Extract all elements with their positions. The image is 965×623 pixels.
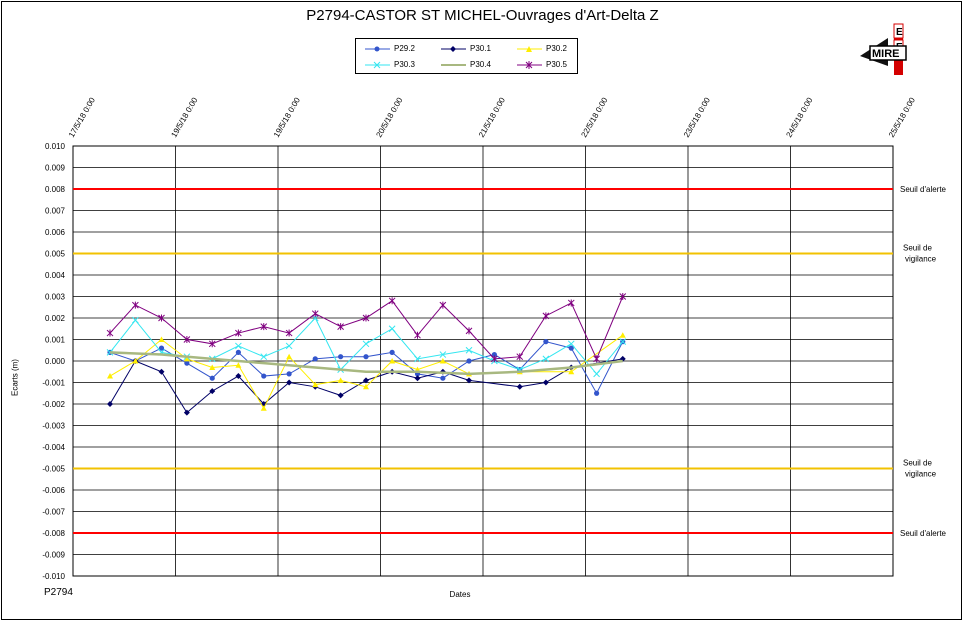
legend-label-p29-2: P29.2 bbox=[394, 44, 415, 53]
legend-label-p30-5: P30.5 bbox=[546, 60, 567, 69]
svg-text:E: E bbox=[896, 27, 903, 38]
legend-item-p30-4: P30.4 bbox=[440, 59, 500, 71]
x-axis-title: Dates bbox=[449, 590, 471, 599]
legend-label-p30-1: P30.1 bbox=[470, 44, 491, 53]
legend-label-p30-4: P30.4 bbox=[470, 60, 491, 69]
mire-logo: E E MIRE bbox=[860, 23, 907, 75]
legend-label-p30-2: P30.2 bbox=[546, 44, 567, 53]
legend-item-p30-5: P30.5 bbox=[516, 59, 576, 71]
footer-label: P2794 bbox=[44, 587, 73, 598]
chart-legend: P29.2 P30.1 P30.2 P30.3 P30.4 P30.5 bbox=[355, 38, 578, 74]
legend-item-p30-1: P30.1 bbox=[440, 43, 500, 55]
legend-label-p30-3: P30.3 bbox=[394, 60, 415, 69]
legend-item-p30-3: P30.3 bbox=[364, 59, 424, 71]
legend-item-p29-2: P29.2 bbox=[364, 43, 424, 55]
chart-title: P2794-CASTOR ST MICHEL-Ouvrages d'Art-De… bbox=[306, 7, 659, 24]
y-axis-title: Ecarts (m) bbox=[10, 359, 20, 396]
logo-text: MIRE bbox=[872, 48, 900, 60]
legend-item-p30-2: P30.2 bbox=[516, 43, 576, 55]
